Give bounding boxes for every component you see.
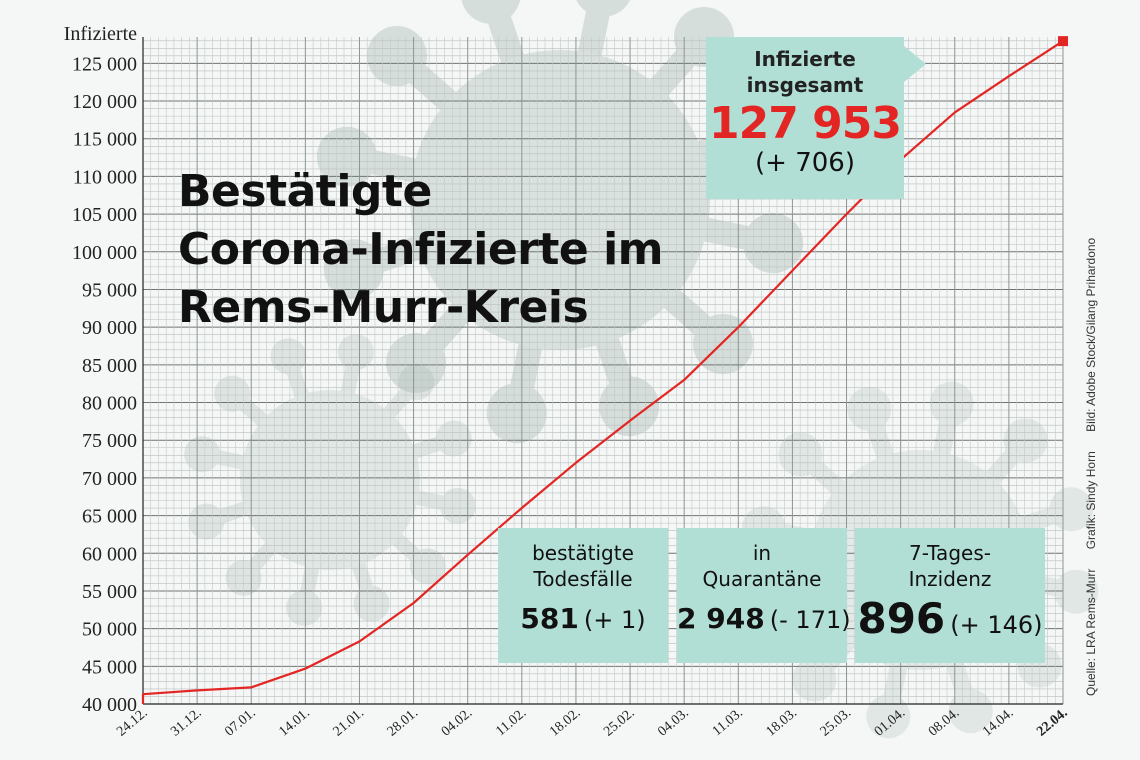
deaths-box: bestätigte Todesfälle 581 (+ 1)	[498, 528, 668, 663]
total-infected-box: Infizierte insgesamt 127 953 (+ 706)	[706, 37, 904, 199]
credit-source: Quelle: LRA Rems-Murr	[1084, 568, 1098, 696]
x-tick-label: 07.01.	[222, 706, 258, 740]
incidence-box: 7-Tages- Inzidenz 896 (+ 146)	[855, 528, 1045, 663]
x-tick-label: 18.03.	[764, 706, 800, 740]
y-tick-label: 115 000	[73, 129, 137, 151]
y-tick-label: 95 000	[82, 279, 137, 301]
x-tick-label: 04.02.	[439, 706, 475, 740]
x-tick-label: 14.01.	[276, 706, 312, 740]
y-tick-label: 125 000	[72, 53, 137, 75]
credit-image: Bild: Adobe Stock/Gilang Prihardono	[1084, 237, 1098, 432]
y-axis-label: Infizierte	[64, 23, 137, 45]
last-point-marker	[1058, 36, 1068, 47]
chart-title: Bestätigte Corona-Infizierte im Rems-Mur…	[178, 163, 664, 337]
deaths-label-2: Todesfälle	[533, 567, 633, 591]
x-tick-label: 25.03.	[818, 706, 854, 740]
y-tick-label: 110 000	[73, 166, 137, 188]
quarantine-box: in Quarantäne 2 948 (- 171)	[677, 528, 851, 663]
x-tick-label: 18.02.	[547, 706, 583, 740]
x-tick-label: 11.03.	[710, 706, 746, 740]
total-value: 127 953	[708, 98, 902, 149]
y-tick-label: 50 000	[82, 619, 137, 641]
incidence-label-2: Inzidenz	[908, 567, 992, 591]
total-label-1: Infizierte	[754, 47, 856, 71]
y-tick-label: 60 000	[82, 543, 137, 565]
total-change: (+ 706)	[755, 148, 855, 179]
y-tick-label: 120 000	[72, 91, 137, 113]
y-tick-label: 55 000	[82, 581, 137, 603]
x-tick-label: 28.01.	[385, 706, 421, 740]
incidence-change: (+ 146)	[950, 611, 1043, 639]
y-tick-label: 40 000	[82, 694, 137, 716]
x-tick-label: 04.03.	[655, 706, 691, 740]
x-tick-label: 11.02.	[493, 706, 529, 740]
y-tick-label: 75 000	[82, 430, 137, 452]
y-tick-label: 85 000	[82, 355, 137, 377]
deaths-label-1: bestätigte	[532, 541, 634, 565]
y-tick-label: 45 000	[82, 656, 137, 678]
incidence-value: 896	[857, 594, 946, 643]
y-tick-label: 80 000	[82, 393, 137, 415]
y-tick-label: 70 000	[82, 468, 137, 490]
quarantine-label-1: in	[752, 541, 772, 565]
quarantine-label-2: Quarantäne	[702, 567, 822, 591]
y-tick-label: 105 000	[72, 204, 137, 226]
y-tick-label: 100 000	[72, 242, 137, 264]
x-tick-label: 21.01.	[331, 706, 367, 740]
x-tick-label: 25.02.	[601, 706, 637, 740]
deaths-change: (+ 1)	[583, 606, 646, 634]
incidence-label-1: 7-Tages-	[909, 541, 991, 565]
title-line-2: Corona-Infizierte im	[178, 224, 664, 276]
credits: Quelle: LRA Rems-Murr Grafik: Sindy Horn…	[1084, 222, 1098, 696]
x-tick-label: 22.04.	[1034, 706, 1070, 740]
credit-graphic: Grafik: Sindy Horn	[1084, 451, 1098, 550]
x-tick-label: 31.12.	[168, 706, 204, 740]
quarantine-value: 2 948	[677, 602, 765, 635]
total-box-pointer	[904, 46, 926, 82]
deaths-value: 581	[520, 602, 579, 635]
quarantine-change: (- 171)	[769, 606, 851, 634]
y-tick-label: 65 000	[82, 506, 137, 528]
title-line-3: Rems-Murr-Kreis	[178, 282, 589, 334]
title-line-1: Bestätigte	[178, 166, 432, 217]
y-tick-label: 90 000	[82, 317, 137, 339]
total-label-2: insgesamt	[746, 73, 864, 97]
